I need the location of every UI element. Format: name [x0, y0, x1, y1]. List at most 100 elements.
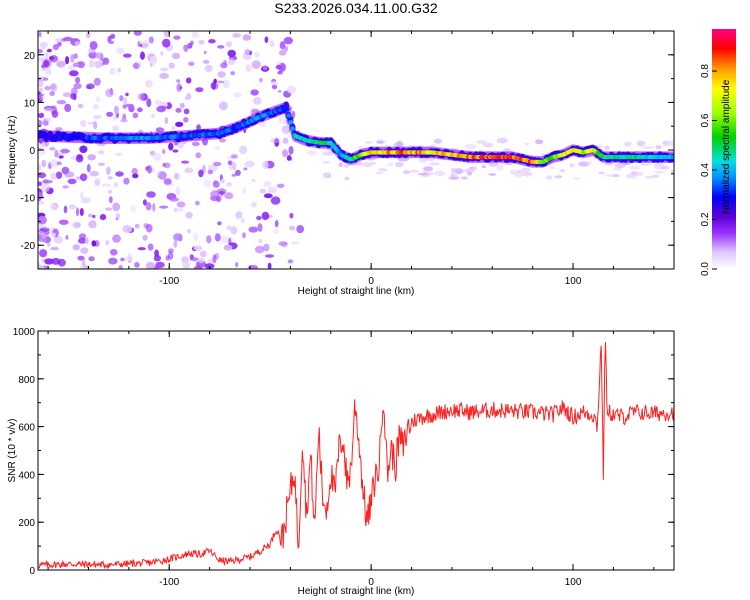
noise-blob [64, 171, 75, 178]
noise-blob [110, 249, 118, 256]
noise-blob [267, 186, 277, 194]
noise-blob [39, 227, 50, 232]
noise-blob [569, 163, 574, 168]
noise-blob [232, 33, 242, 38]
noise-blob [554, 175, 563, 179]
noise-blob [242, 187, 246, 195]
noise-blob [67, 178, 77, 185]
noise-blob [146, 261, 155, 269]
noise-blob [645, 175, 654, 179]
noise-blob [257, 223, 263, 232]
noise-blob [140, 51, 145, 60]
noise-blob [92, 104, 99, 110]
colorbar-axis: 0.0 0.2 0.4 0.6 0.8 [700, 64, 717, 276]
noise-blob [89, 170, 100, 177]
noise-blob [147, 165, 152, 174]
noise-blob [88, 59, 94, 68]
y-tick-label: 0 [29, 566, 35, 577]
noise-blob [524, 142, 530, 146]
noise-blob [198, 169, 204, 178]
noise-blob [113, 105, 119, 114]
noise-blob [55, 127, 63, 132]
noise-blob [586, 161, 592, 166]
noise-blob [195, 152, 202, 159]
noise-blob [55, 171, 63, 179]
noise-blob [628, 165, 641, 170]
y-tick-label: 10 [24, 98, 36, 109]
noise-blob [344, 176, 350, 181]
noise-blob [62, 185, 69, 189]
noise-blob [220, 235, 229, 244]
noise-blob [39, 41, 48, 48]
noise-blob [175, 121, 184, 127]
noise-blob [212, 254, 217, 264]
noise-blob [322, 151, 334, 156]
noise-blob [173, 233, 183, 241]
noise-blob [278, 49, 287, 56]
noise-blob [160, 67, 169, 72]
noise-blob [274, 220, 279, 228]
noise-blob [361, 162, 374, 168]
noise-blob [573, 177, 581, 180]
noise-blob [49, 159, 59, 168]
noise-blob [188, 61, 195, 66]
noise-blob [120, 257, 125, 262]
noise-blob [212, 180, 220, 188]
noise-blob [514, 171, 524, 178]
noise-blob [91, 240, 97, 247]
noise-blob [80, 247, 89, 254]
noise-blob [251, 60, 261, 69]
noise-blob [235, 262, 239, 268]
noise-blob [159, 72, 170, 79]
noise-blob [146, 98, 152, 108]
noise-blob [88, 256, 95, 262]
noise-blob [197, 257, 205, 264]
noise-blob [77, 237, 87, 244]
x-tick-label: 100 [565, 276, 582, 287]
noise-blob [278, 241, 288, 246]
noise-blob [402, 170, 411, 175]
noise-blob [101, 183, 112, 187]
noise-blob [115, 213, 121, 219]
noise-blob [56, 152, 65, 156]
noise-blob [95, 52, 103, 59]
noise-blob [250, 89, 259, 96]
noise-blob [517, 169, 522, 174]
noise-blob [150, 113, 156, 119]
noise-blob [181, 160, 190, 164]
noise-blob [496, 137, 508, 144]
colorbar-label: Normalized spectral amplitude [721, 79, 732, 214]
noise-blob [560, 169, 566, 173]
noise-blob [50, 83, 56, 90]
noise-blob [80, 120, 87, 128]
noise-blob [173, 207, 178, 213]
noise-blob [147, 243, 154, 251]
noise-blob [270, 81, 279, 86]
noise-blob [225, 182, 233, 187]
y-tick-label: 200 [18, 518, 35, 529]
noise-blob [343, 163, 350, 168]
noise-blob [183, 108, 190, 115]
noise-blob [118, 264, 123, 269]
noise-blob [282, 137, 289, 144]
noise-blob [242, 232, 246, 239]
y-tick-label: 1000 [13, 327, 36, 338]
noise-blob [133, 62, 140, 70]
spectrogram-y-axis-label: Frequency (Hz) [7, 116, 18, 185]
noise-blob [81, 197, 91, 204]
noise-blob [263, 193, 273, 199]
noise-blob [175, 107, 182, 113]
noise-blob [134, 262, 140, 268]
noise-blob [88, 220, 97, 229]
noise-blob [63, 205, 68, 214]
noise-blob [44, 258, 54, 265]
noise-blob [251, 202, 257, 208]
noise-blob [206, 235, 212, 244]
noise-blob [219, 101, 228, 111]
noise-blob [226, 225, 232, 231]
noise-blob [130, 204, 137, 214]
noise-blob [177, 142, 184, 149]
